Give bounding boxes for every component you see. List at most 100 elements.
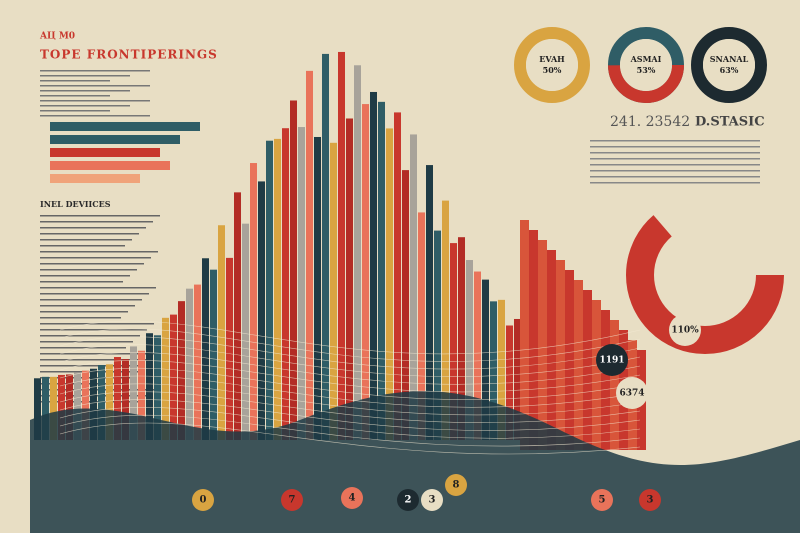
legend-bar — [50, 161, 170, 170]
number-circle — [445, 474, 467, 496]
stair-block — [556, 260, 565, 450]
section-title: INEL DEVIICES — [40, 199, 111, 209]
stair-block — [610, 320, 619, 450]
wave-line — [59, 360, 641, 393]
skyline-bar — [194, 284, 201, 440]
skyline-bar — [338, 51, 345, 441]
number-text: 2 — [405, 495, 412, 506]
text-line — [590, 158, 760, 160]
skyline-bar — [258, 181, 265, 440]
skyline-bar — [186, 288, 193, 440]
donut-value: 63% — [720, 65, 739, 75]
donut-label: EVAH — [539, 54, 565, 64]
text-line — [40, 347, 126, 349]
skyline-bar — [490, 301, 497, 440]
skyline-bar — [474, 271, 481, 440]
text-line — [40, 85, 150, 87]
skyline-bar — [362, 104, 369, 440]
stair-block — [565, 270, 574, 450]
skyline-bar — [402, 170, 409, 441]
skyline-bar — [466, 260, 473, 440]
skyline-bar — [482, 279, 489, 440]
text-line — [40, 251, 158, 253]
wave-line — [59, 422, 641, 455]
stair-block — [592, 300, 601, 450]
wave-line — [59, 383, 641, 416]
skyline-bar — [498, 299, 505, 440]
skyline-bar — [346, 118, 353, 440]
text-line — [40, 105, 130, 107]
wave-line — [59, 344, 641, 377]
text-line — [40, 80, 110, 82]
text-line — [40, 221, 153, 223]
text-line — [40, 341, 133, 343]
skyline-bar — [274, 138, 281, 440]
skyline-bar — [266, 140, 273, 441]
skyline-bar — [162, 317, 169, 440]
skyline-bar — [122, 359, 129, 440]
text-line — [40, 75, 130, 77]
number-text: 7 — [289, 495, 296, 506]
number-text: 0 — [200, 495, 207, 506]
skyline-bar — [298, 127, 305, 440]
text-line — [590, 146, 760, 148]
text-line — [40, 323, 154, 325]
skyline-bar — [458, 237, 465, 440]
skyline-bar — [154, 335, 161, 440]
donut-hole — [620, 39, 672, 91]
wave-line — [59, 375, 641, 408]
text-line — [40, 70, 150, 72]
text-line — [40, 293, 149, 295]
callout-circle — [616, 377, 648, 409]
header-title: TOPE FRONTIPERINGS — [40, 48, 218, 62]
skyline-bar — [306, 70, 313, 441]
wave-line — [59, 336, 641, 370]
skyline-bar — [418, 212, 425, 440]
text-line — [40, 269, 137, 271]
skyline-bar — [250, 163, 257, 440]
donut-arc — [608, 27, 684, 103]
number-circle — [421, 489, 443, 511]
donut-label: ASMAI — [630, 54, 662, 64]
skyline-bar — [234, 192, 241, 440]
text-line — [590, 182, 760, 184]
text-line — [40, 317, 121, 319]
text-line — [40, 239, 132, 241]
number-circle — [281, 489, 303, 511]
skyline-bar — [146, 333, 153, 440]
wave-line — [59, 391, 641, 424]
skyline-bar — [514, 318, 521, 440]
text-line — [40, 90, 130, 92]
stair-block — [520, 220, 529, 450]
text-line — [40, 305, 135, 307]
stair-block — [547, 250, 556, 450]
donut-label: SNANAL — [710, 54, 749, 64]
skyline-bar — [58, 374, 65, 440]
text-line — [40, 100, 150, 102]
text-line — [40, 233, 139, 235]
wave-line — [59, 399, 641, 431]
text-line — [590, 140, 760, 142]
skyline-bar — [290, 100, 297, 440]
text-line — [40, 245, 125, 247]
donut-value: 50% — [543, 65, 562, 75]
text-line — [590, 170, 760, 172]
skyline-bar — [394, 112, 401, 440]
donut-value: 53% — [637, 65, 656, 75]
big-arc — [626, 196, 784, 354]
skyline-bar — [386, 128, 393, 440]
number-text: 3 — [429, 495, 436, 506]
donut-ring — [514, 27, 590, 103]
wave-line — [59, 328, 641, 362]
callout-text: 6374 — [619, 389, 644, 399]
number-circle — [341, 487, 363, 509]
callout-circle — [669, 314, 701, 346]
wave-line — [59, 414, 641, 447]
wave-line — [59, 320, 641, 355]
skyline-bar — [202, 258, 209, 440]
skyline-bar — [450, 243, 457, 440]
skyline-bar — [354, 65, 361, 440]
donut-hole — [526, 39, 578, 91]
text-line — [40, 287, 156, 289]
legend-bar — [50, 122, 200, 131]
